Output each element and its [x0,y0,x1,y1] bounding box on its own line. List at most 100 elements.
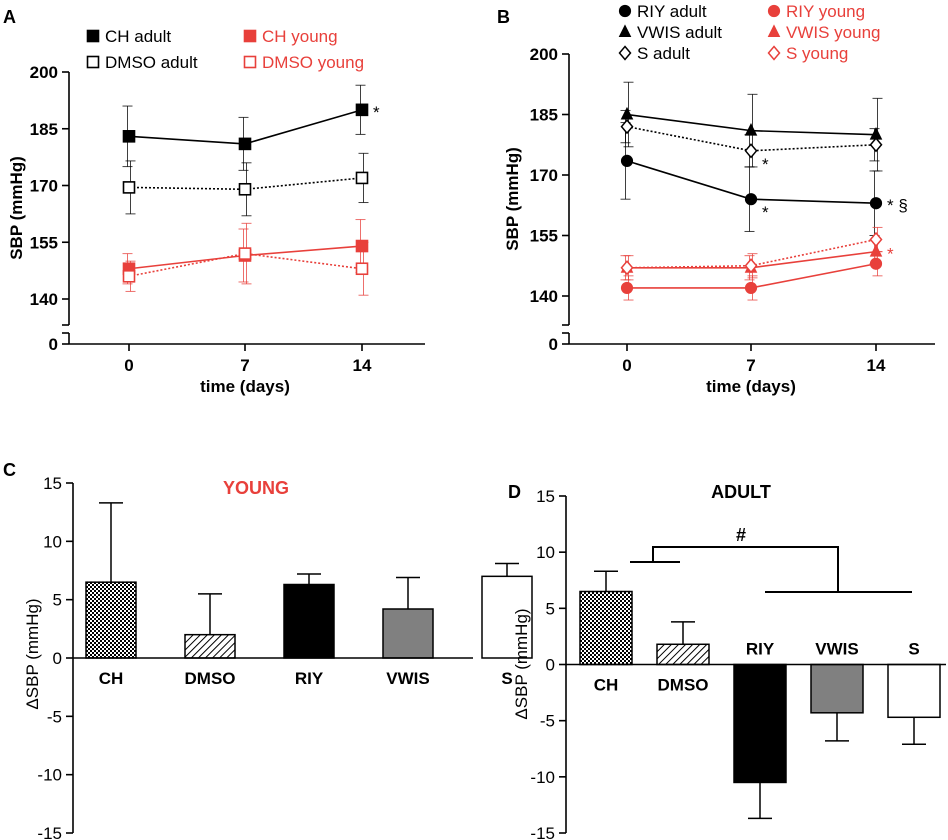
y-tick-label: 200 [530,45,558,64]
data-point [238,247,252,260]
x-axis-title: time (days) [706,377,796,396]
category-label: DMSO [185,669,236,688]
legend-label: DMSO adult [105,53,198,72]
bar-ch: CH [579,570,633,695]
data-point [869,197,883,210]
y-tick-label: 170 [530,166,558,185]
category-label: CH [99,669,124,688]
y-tick-label: -10 [530,768,555,787]
y-tick-label: -5 [540,712,555,731]
data-point [238,182,252,196]
legend-label: VWIS adult [637,23,722,42]
legend-label: DMSO young [262,53,364,72]
legend-marker [767,24,781,37]
y-tick-label: 5 [546,599,555,618]
y-tick-label: 200 [30,63,58,82]
significance-marker: * [762,155,769,174]
category-label: VWIS [815,640,858,659]
legend-item: DMSO adult [86,53,198,72]
series-line [626,125,877,152]
data-point [620,281,634,295]
legend-label: CH adult [105,27,171,46]
category-label: S [908,640,919,659]
category-label: S [501,669,512,688]
data-point [122,269,136,283]
bar-ch: CH [85,502,137,688]
y-axis-title: SBP (mmHg) [503,147,522,251]
legend-item: S young [767,44,848,63]
x-axis-title: time (days) [200,377,290,396]
y-tick-label: 0 [546,656,555,675]
legend-item: RIY young [767,2,865,21]
x-tick-label: 0 [622,356,631,375]
category-label: CH [594,676,619,695]
bar [283,583,335,659]
bar [887,663,941,719]
y-tick-label: 155 [30,233,58,252]
data-point [238,137,252,151]
legend-marker [618,45,632,61]
data-point [620,260,634,276]
legend-label: RIY adult [637,2,707,21]
y-tick-label: 15 [43,474,62,493]
y-axis-title: SBP (mmHg) [7,156,26,260]
y-tick-label: -10 [37,766,62,785]
data-point [355,262,369,276]
significance-marker: * § [887,196,908,215]
bracket-line [652,546,839,592]
legend-label: CH young [262,27,338,46]
x-tick-label: 0 [124,356,133,375]
bar [579,590,633,666]
panel-label: B [497,7,510,27]
legend-label: VWIS young [786,23,881,42]
significance-bracket: # [630,525,912,593]
legend-marker [767,45,781,61]
x-tick-label: 14 [353,356,372,375]
legend-marker [618,4,632,18]
data-point [355,171,369,185]
series-vwis-adult [620,81,883,172]
category-label: RIY [295,669,324,688]
panel-label: C [3,460,16,480]
x-tick-label: 7 [746,356,755,375]
legend-marker [618,24,632,37]
legend-item: DMSO young [243,53,364,72]
category-label: DMSO [658,676,709,695]
y-tick-label: -15 [37,824,62,840]
chart-title: YOUNG [223,478,289,498]
series-line [128,252,363,278]
bar-s: S [481,562,533,688]
y-tick-label: 170 [30,177,58,196]
data-point [869,231,883,248]
data-point [620,154,634,167]
y-tick-label: -5 [47,707,62,726]
y-tick-label: 15 [536,487,555,506]
legend-item: CH adult [86,27,171,46]
legend-marker [243,29,257,43]
bar-s: S [887,640,941,746]
legend-item: S adult [618,44,690,63]
series-dmso-adult [122,152,369,217]
legend-label: RIY young [786,2,865,21]
category-label: RIY [746,640,775,659]
y-tick-label: 185 [530,106,558,125]
significance-marker: # [736,525,746,545]
series-s-young [620,226,883,281]
chart-title: ADULT [711,482,771,502]
bar [382,608,434,659]
y-tick-label: 155 [530,227,558,246]
data-point [744,281,758,295]
y-tick-label: 0 [53,649,62,668]
y-axis-title: ΔSBP (mmHg) [512,608,531,719]
significance-marker: * [887,245,894,264]
series-ch-adult [122,84,369,171]
y-tick-label: 185 [30,120,58,139]
data-point [869,244,883,257]
y-tick-label: 10 [43,532,62,551]
legend-marker [86,55,100,69]
panel-label: D [508,482,521,502]
y-tick-label: 140 [530,287,558,306]
bar [85,581,137,659]
data-point [744,193,758,206]
bar [481,575,533,659]
